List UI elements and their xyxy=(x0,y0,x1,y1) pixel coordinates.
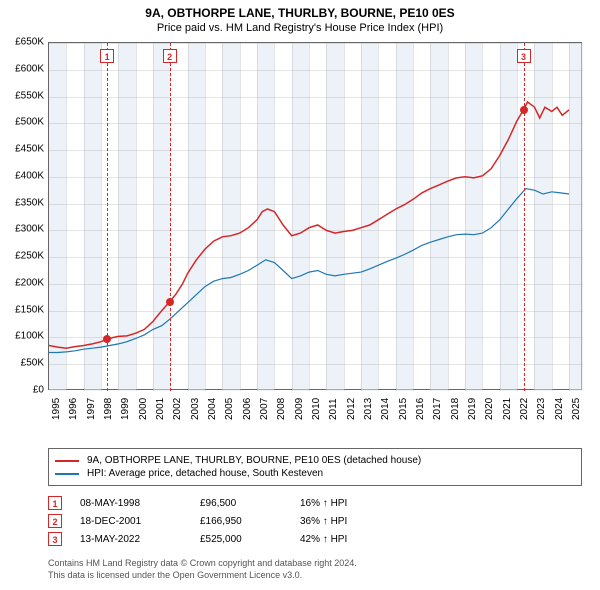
chart-subtitle: Price paid vs. HM Land Registry's House … xyxy=(0,22,600,34)
legend-item-hpi: HPI: Average price, detached house, Sout… xyxy=(55,468,575,479)
xtick-label: 2002 xyxy=(172,398,183,420)
event-row-3: 3 13-MAY-2022 £525,000 42% ↑ HPI xyxy=(48,532,582,546)
chart-area: 123 £0£50K£100K£150K£200K£250K£300K£350K… xyxy=(48,42,582,412)
marker-box: 1 xyxy=(100,49,114,63)
xtick-label: 2008 xyxy=(276,398,287,420)
xtick-label: 1997 xyxy=(86,398,97,420)
ytick-label: £400K xyxy=(4,170,44,181)
event-row-2: 2 18-DEC-2001 £166,950 36% ↑ HPI xyxy=(48,514,582,528)
chart-title: 9A, OBTHORPE LANE, THURLBY, BOURNE, PE10… xyxy=(0,6,600,20)
series-line xyxy=(49,189,569,353)
xtick-label: 1996 xyxy=(68,398,79,420)
xtick-label: 2000 xyxy=(138,398,149,420)
ytick-label: £600K xyxy=(4,63,44,74)
xtick-label: 2025 xyxy=(571,398,582,420)
xtick-label: 2001 xyxy=(155,398,166,420)
ytick-label: £50K xyxy=(4,358,44,369)
event-marker-2: 2 xyxy=(48,514,62,528)
events-table: 1 08-MAY-1998 £96,500 16% ↑ HPI 2 18-DEC… xyxy=(48,492,582,550)
xtick-label: 2023 xyxy=(536,398,547,420)
event-hpi-1: 16% ↑ HPI xyxy=(300,498,400,509)
event-price-1: £96,500 xyxy=(200,498,300,509)
xtick-label: 2007 xyxy=(259,398,270,420)
event-date-1: 08-MAY-1998 xyxy=(80,498,200,509)
line-canvas xyxy=(49,43,583,391)
xtick-label: 2017 xyxy=(432,398,443,420)
ytick-label: £0 xyxy=(4,385,44,396)
footer-line-2: This data is licensed under the Open Gov… xyxy=(48,570,582,582)
xtick-label: 2009 xyxy=(294,398,305,420)
event-hpi-2: 36% ↑ HPI xyxy=(300,516,400,527)
footer: Contains HM Land Registry data © Crown c… xyxy=(48,558,582,581)
series-line xyxy=(49,102,569,348)
legend: 9A, OBTHORPE LANE, THURLBY, BOURNE, PE10… xyxy=(48,448,582,486)
marker-dot xyxy=(103,335,111,343)
marker-dot xyxy=(520,106,528,114)
xtick-label: 2011 xyxy=(328,398,339,420)
xtick-label: 1995 xyxy=(51,398,62,420)
ytick-label: £150K xyxy=(4,304,44,315)
legend-item-property: 9A, OBTHORPE LANE, THURLBY, BOURNE, PE10… xyxy=(55,455,575,466)
marker-box: 2 xyxy=(163,49,177,63)
ytick-label: £100K xyxy=(4,331,44,342)
legend-label-hpi: HPI: Average price, detached house, Sout… xyxy=(87,468,323,479)
marker-line xyxy=(524,43,525,391)
xtick-label: 1998 xyxy=(103,398,114,420)
xtick-label: 2022 xyxy=(519,398,530,420)
xtick-label: 2015 xyxy=(398,398,409,420)
ytick-label: £250K xyxy=(4,251,44,262)
title-area: 9A, OBTHORPE LANE, THURLBY, BOURNE, PE10… xyxy=(0,0,600,36)
event-marker-1: 1 xyxy=(48,496,62,510)
marker-dot xyxy=(166,298,174,306)
xtick-label: 2016 xyxy=(415,398,426,420)
marker-line xyxy=(170,43,171,391)
ytick-label: £350K xyxy=(4,197,44,208)
xtick-label: 2004 xyxy=(207,398,218,420)
event-price-2: £166,950 xyxy=(200,516,300,527)
ytick-label: £550K xyxy=(4,90,44,101)
xtick-label: 2018 xyxy=(450,398,461,420)
xtick-label: 1999 xyxy=(120,398,131,420)
xtick-label: 2010 xyxy=(311,398,322,420)
xtick-label: 2024 xyxy=(554,398,565,420)
event-marker-3: 3 xyxy=(48,532,62,546)
plot-region: 1 2 3 xyxy=(48,42,582,390)
xtick-label: 2013 xyxy=(363,398,374,420)
event-hpi-3: 42% ↑ HPI xyxy=(300,534,400,545)
footer-line-1: Contains HM Land Registry data © Crown c… xyxy=(48,558,582,570)
xtick-label: 2014 xyxy=(380,398,391,420)
ytick-label: £500K xyxy=(4,117,44,128)
ytick-label: £650K xyxy=(4,37,44,48)
legend-swatch-hpi xyxy=(55,473,79,475)
event-price-3: £525,000 xyxy=(200,534,300,545)
chart-container: 9A, OBTHORPE LANE, THURLBY, BOURNE, PE10… xyxy=(0,0,600,590)
xtick-label: 2019 xyxy=(467,398,478,420)
event-date-3: 13-MAY-2022 xyxy=(80,534,200,545)
legend-label-property: 9A, OBTHORPE LANE, THURLBY, BOURNE, PE10… xyxy=(87,455,421,466)
xtick-label: 2005 xyxy=(224,398,235,420)
xtick-label: 2020 xyxy=(484,398,495,420)
event-date-2: 18-DEC-2001 xyxy=(80,516,200,527)
legend-swatch-property xyxy=(55,460,79,462)
ytick-label: £300K xyxy=(4,224,44,235)
event-row-1: 1 08-MAY-1998 £96,500 16% ↑ HPI xyxy=(48,496,582,510)
ytick-label: £450K xyxy=(4,144,44,155)
marker-box: 3 xyxy=(517,49,531,63)
xtick-label: 2021 xyxy=(502,398,513,420)
ytick-label: £200K xyxy=(4,277,44,288)
xtick-label: 2006 xyxy=(242,398,253,420)
xtick-label: 2012 xyxy=(346,398,357,420)
xtick-label: 2003 xyxy=(190,398,201,420)
